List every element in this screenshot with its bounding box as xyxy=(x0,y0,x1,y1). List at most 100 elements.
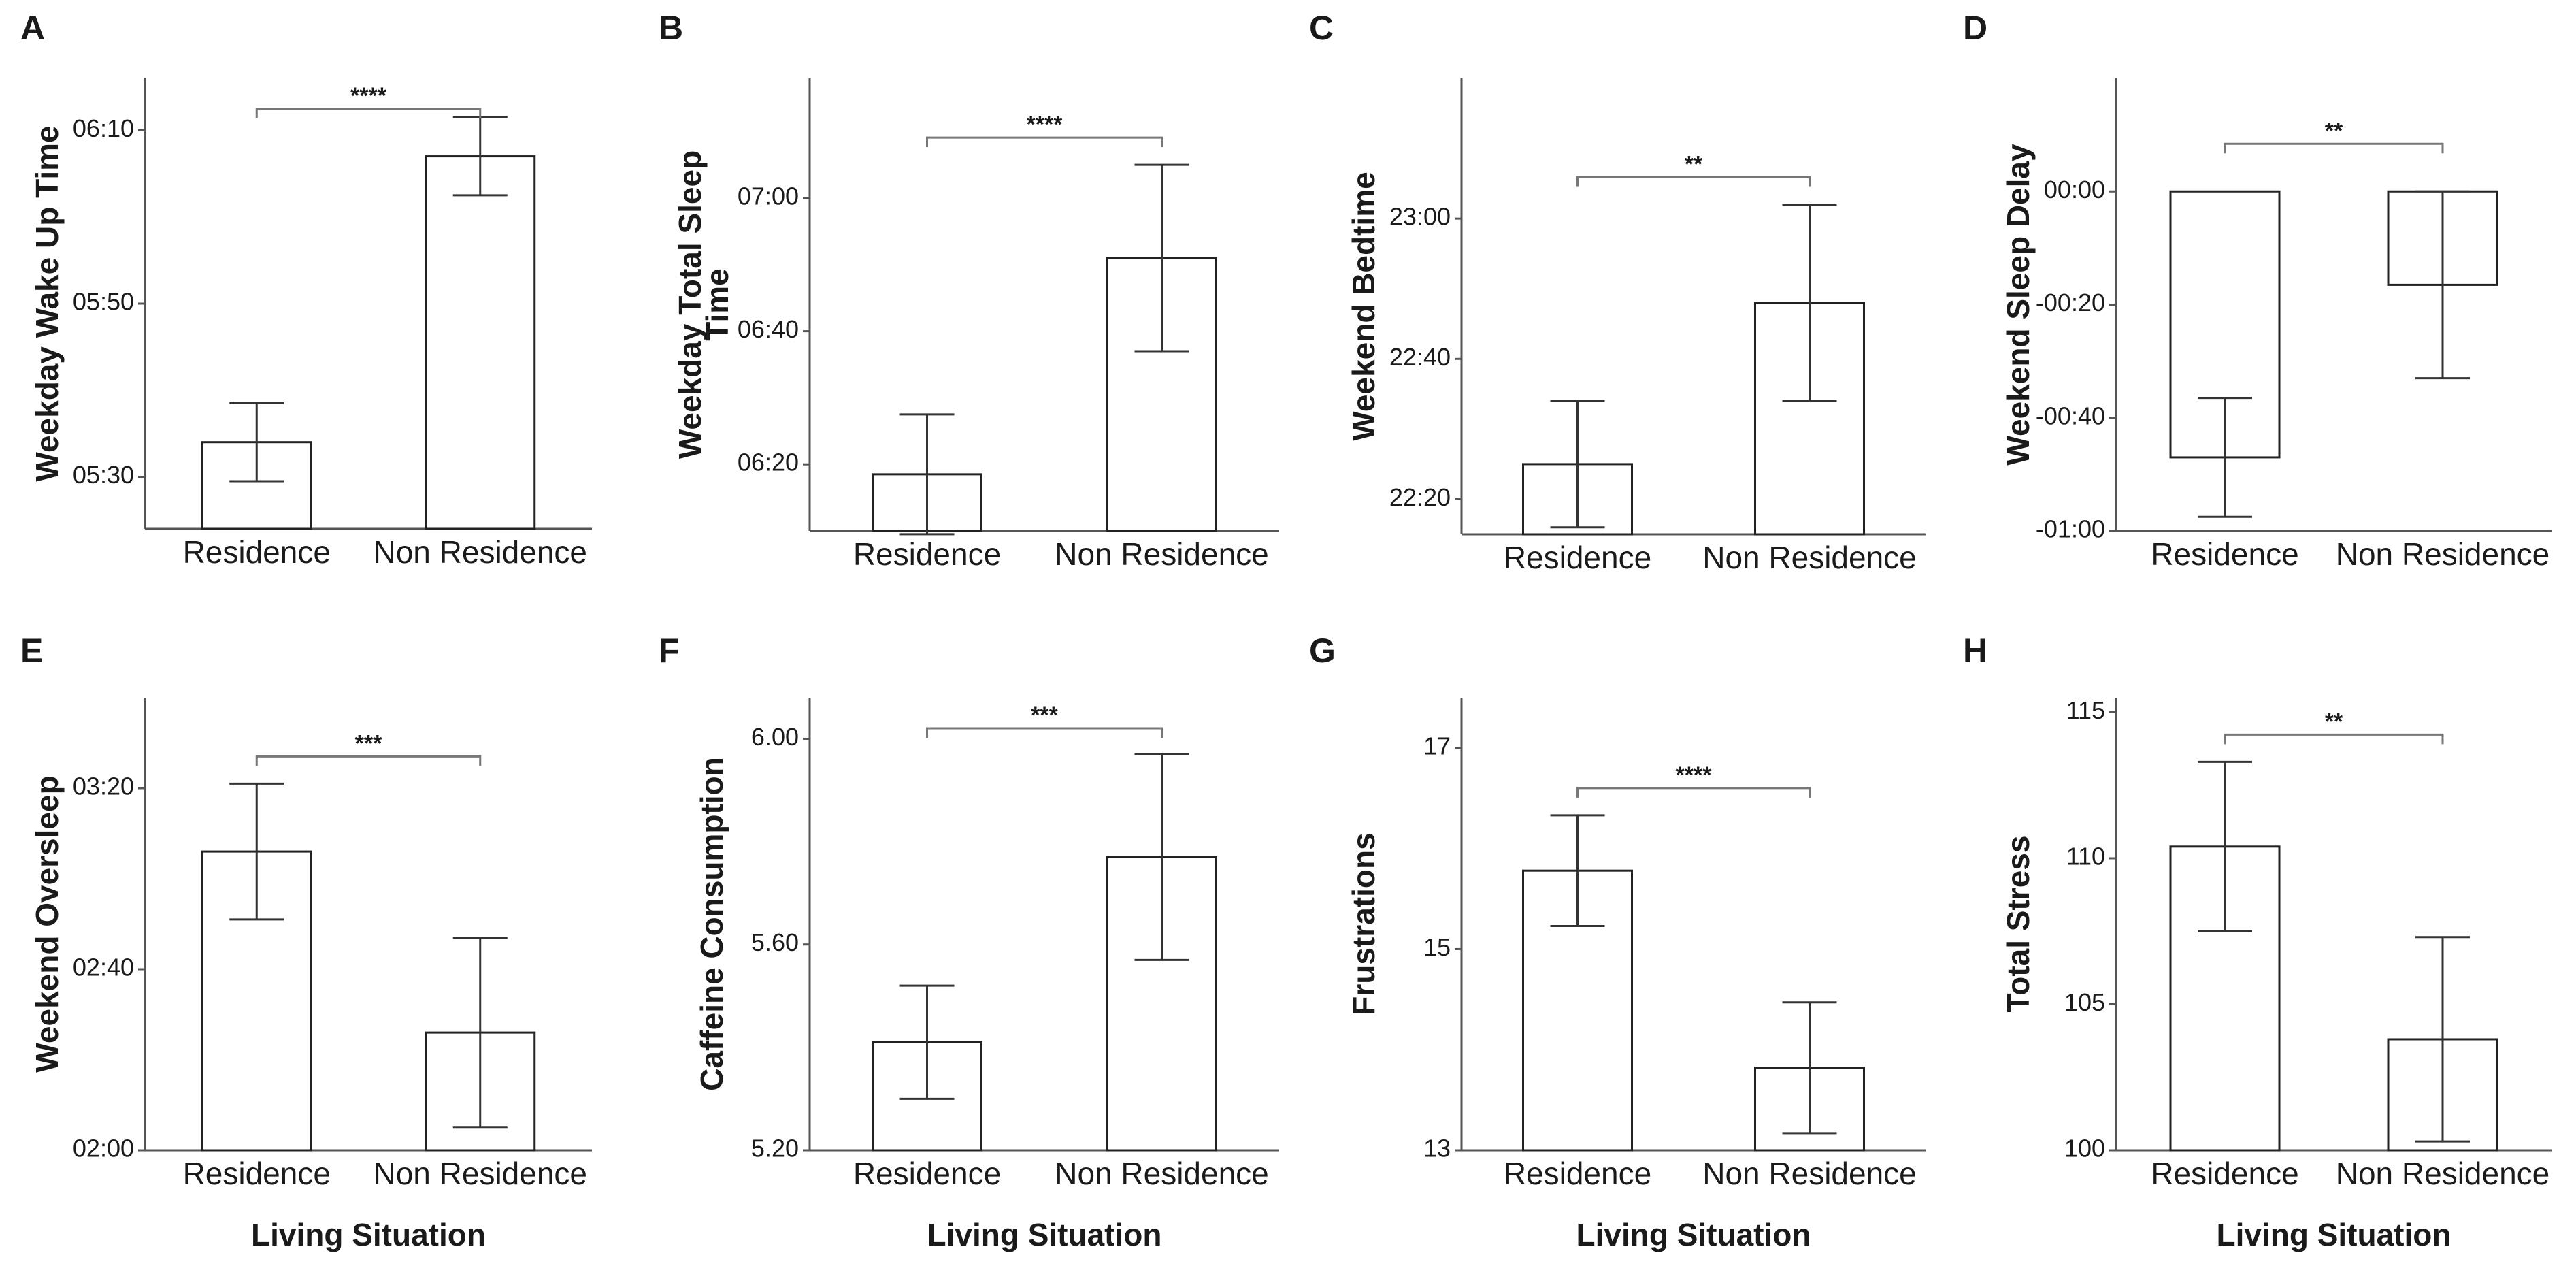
panel-E-ytick-label: 03:20 xyxy=(73,773,134,800)
panel-G-letter: G xyxy=(1309,632,1336,670)
panel-E-error-bar-residence xyxy=(229,782,284,921)
panel-B-ylabel: Weekday Total SleepTime xyxy=(672,150,735,459)
panel-A-ytick-label: 05:30 xyxy=(73,461,134,489)
significance-stars: ** xyxy=(1685,152,1703,178)
panel-C-ytick-label: 22:20 xyxy=(1389,483,1451,511)
panel-F-category-label: Residence xyxy=(853,1156,1001,1191)
panel-C-significance: ** xyxy=(1576,152,1811,187)
panel-A-ytick-label: 05:50 xyxy=(73,288,134,316)
panel-A-category-label: Residence xyxy=(183,534,331,570)
panel-E: E 02:00 02:40 03:20 Weekend Oversleep Residen… xyxy=(20,632,592,1252)
panel-D-ylabel: Weekend Sleep Delay xyxy=(2000,144,2036,466)
panel-E-ylabel: Weekend Oversleep xyxy=(29,775,65,1072)
panel-C-error-bar-residence xyxy=(1550,400,1605,529)
panel-A-ylabel: Weekday Wake Up Time xyxy=(29,125,65,481)
panel-F-significance: *** xyxy=(926,702,1163,738)
panel-H-letter: H xyxy=(1963,632,1987,670)
panel-B-error-bar-residence xyxy=(899,413,955,536)
panel-B-category-label: Residence xyxy=(853,536,1001,572)
significance-bracket xyxy=(2224,733,2444,745)
panel-D-error-bar-non-residence xyxy=(2415,190,2470,380)
panel-D-ytick-label: -00:40 xyxy=(2036,402,2105,429)
panel-C-category-label: Non Residence xyxy=(1702,540,1917,575)
significance-stars: *** xyxy=(1031,702,1058,728)
panel-B-significance: **** xyxy=(926,112,1163,148)
panel-H-ytick-label: 115 xyxy=(2066,696,2105,724)
significance-stars: *** xyxy=(355,730,382,756)
panel-H-category-label: Residence xyxy=(2151,1156,2298,1191)
panel-G-category-label: Residence xyxy=(1504,1156,1651,1191)
panel-B-ytick-label: 06:20 xyxy=(738,449,799,476)
significance-bracket xyxy=(255,755,482,766)
significance-bracket xyxy=(1576,176,1811,187)
significance-bracket xyxy=(926,136,1163,148)
panel-H-ytick-label: 110 xyxy=(2066,842,2105,870)
panel-A-bar-non-residence xyxy=(425,155,536,530)
panel-F-category-label: Non Residence xyxy=(1055,1156,1269,1191)
panel-G-category-label: Non Residence xyxy=(1702,1156,1917,1191)
panel-E-ytick-label: 02:00 xyxy=(73,1135,134,1163)
panel-D-error-bar-residence xyxy=(2198,397,2252,518)
panel-F-xlabel: Living Situation xyxy=(927,1217,1162,1252)
panel-D-category-label: Non Residence xyxy=(2336,536,2550,572)
panel-G-error-bar-non-residence xyxy=(1782,1001,1837,1135)
panel-G-error-bar-residence xyxy=(1550,814,1605,927)
panel-F-ylabel: Caffeine Consumption xyxy=(694,757,729,1091)
panel-E-ytick-label: 02:40 xyxy=(73,954,134,981)
panel-H-error-bar-residence xyxy=(2198,760,2252,932)
panel-B-ylabel-line: Weekday Total Sleep xyxy=(672,150,708,459)
panel-F-ytick-label: 6.00 xyxy=(751,723,799,751)
panel-D-ytick-label: 00:00 xyxy=(2044,176,2105,204)
significance-stars: **** xyxy=(1027,112,1063,137)
panel-C-error-bar-non-residence xyxy=(1782,204,1837,402)
panel-A-ytick-label: 06:10 xyxy=(73,114,134,142)
significance-bracket xyxy=(926,727,1163,738)
panel-G-ytick-label: 17 xyxy=(1423,732,1451,760)
panel-B-letter: B xyxy=(659,9,683,47)
significance-stars: ** xyxy=(2325,709,2343,734)
panel-H-xlabel: Living Situation xyxy=(2217,1217,2451,1252)
panel-G-ylabel: Frustrations xyxy=(1346,832,1381,1015)
significance-bracket xyxy=(255,108,482,118)
panel-H-ylabel: Total Stress xyxy=(2000,836,2036,1013)
panel-B-ylabel-line: Time xyxy=(699,268,735,341)
panel-C-ylabel: Weekend Bedtime xyxy=(1346,172,1381,440)
panel-B-ytick-label: 07:00 xyxy=(738,182,799,210)
panel-F-error-bar-residence xyxy=(899,984,955,1100)
panel-F-letter: F xyxy=(659,632,680,670)
significance-bracket xyxy=(2224,142,2444,154)
panel-H-significance: ** xyxy=(2224,709,2444,745)
panel-D-category-label: Residence xyxy=(2151,536,2298,572)
panel-E-category-label: Non Residence xyxy=(373,1156,587,1191)
panel-H-ytick-label: 100 xyxy=(2064,1135,2105,1163)
significance-stars: ** xyxy=(2325,118,2343,144)
panel-H-category-label: Non Residence xyxy=(2336,1156,2550,1191)
panel-E-significance: *** xyxy=(255,730,482,766)
panel-F-error-bar-non-residence xyxy=(1134,753,1189,961)
panel-A-significance: **** xyxy=(255,83,482,118)
panel-D-ytick-label: -01:00 xyxy=(2036,515,2105,543)
panel-D: D -01:00 -00:40 -00:20 00:00 Weekend Sleep De… xyxy=(1963,9,2552,572)
panel-H: H 100 105 110 115 Total Stress Residence Non Re… xyxy=(1963,632,2552,1252)
panel-C-category-label: Residence xyxy=(1504,540,1651,575)
panel-B-error-bar-non-residence xyxy=(1134,163,1189,353)
significance-stars: **** xyxy=(1676,762,1713,788)
panel-D-letter: D xyxy=(1963,9,1987,47)
panel-C-ytick-label: 23:00 xyxy=(1389,203,1451,231)
panel-F-ytick-label: 5.60 xyxy=(751,928,799,956)
panel-A: A 05:30 05:50 06:10 Weekday Wake Up Time Resi… xyxy=(20,9,592,570)
panel-G-xlabel: Living Situation xyxy=(1576,1217,1811,1252)
panel-D-ytick-label: -00:20 xyxy=(2036,289,2105,316)
panel-F-ytick-label: 5.20 xyxy=(751,1135,799,1163)
significance-bracket xyxy=(1576,787,1811,798)
panel-E-error-bar-non-residence xyxy=(452,936,508,1129)
significance-stars: **** xyxy=(350,83,387,109)
panel-C: C 22:20 22:40 23:00 Weekend Bedtime Residence… xyxy=(1309,9,1926,575)
panel-B-category-label: Non Residence xyxy=(1055,536,1269,572)
panel-G-ytick-label: 15 xyxy=(1423,933,1451,961)
panel-G: G 13 15 17 Frustrations Residence Non Residenc… xyxy=(1309,632,1926,1252)
panel-G-ytick-label: 13 xyxy=(1423,1135,1451,1163)
panel-H-error-bar-non-residence xyxy=(2415,936,2470,1143)
